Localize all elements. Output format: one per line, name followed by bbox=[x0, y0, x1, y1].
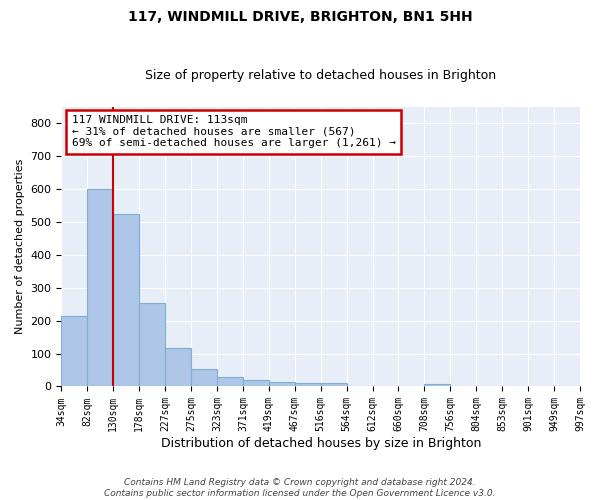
Title: Size of property relative to detached houses in Brighton: Size of property relative to detached ho… bbox=[145, 69, 496, 82]
Bar bbox=[165, 348, 191, 387]
Bar bbox=[217, 376, 243, 386]
Bar bbox=[295, 383, 321, 386]
Bar bbox=[424, 384, 451, 386]
Text: Contains HM Land Registry data © Crown copyright and database right 2024.
Contai: Contains HM Land Registry data © Crown c… bbox=[104, 478, 496, 498]
Bar bbox=[113, 214, 139, 386]
X-axis label: Distribution of detached houses by size in Brighton: Distribution of detached houses by size … bbox=[161, 437, 481, 450]
Bar bbox=[139, 302, 165, 386]
Bar bbox=[321, 383, 347, 386]
Bar bbox=[61, 316, 88, 386]
Bar bbox=[88, 189, 113, 386]
Text: 117 WINDMILL DRIVE: 113sqm
← 31% of detached houses are smaller (567)
69% of sem: 117 WINDMILL DRIVE: 113sqm ← 31% of deta… bbox=[72, 115, 396, 148]
Bar bbox=[269, 382, 295, 386]
Text: 117, WINDMILL DRIVE, BRIGHTON, BN1 5HH: 117, WINDMILL DRIVE, BRIGHTON, BN1 5HH bbox=[128, 10, 472, 24]
Bar bbox=[243, 380, 269, 386]
Y-axis label: Number of detached properties: Number of detached properties bbox=[15, 159, 25, 334]
Bar bbox=[191, 370, 217, 386]
